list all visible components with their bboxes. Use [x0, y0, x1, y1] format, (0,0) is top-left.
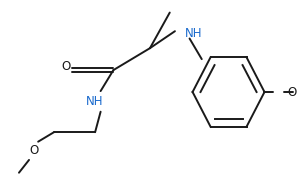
Text: NH: NH	[86, 95, 104, 108]
Text: O: O	[287, 86, 296, 98]
Text: O: O	[29, 144, 38, 157]
Text: NH: NH	[185, 27, 203, 40]
Text: O: O	[61, 60, 70, 73]
